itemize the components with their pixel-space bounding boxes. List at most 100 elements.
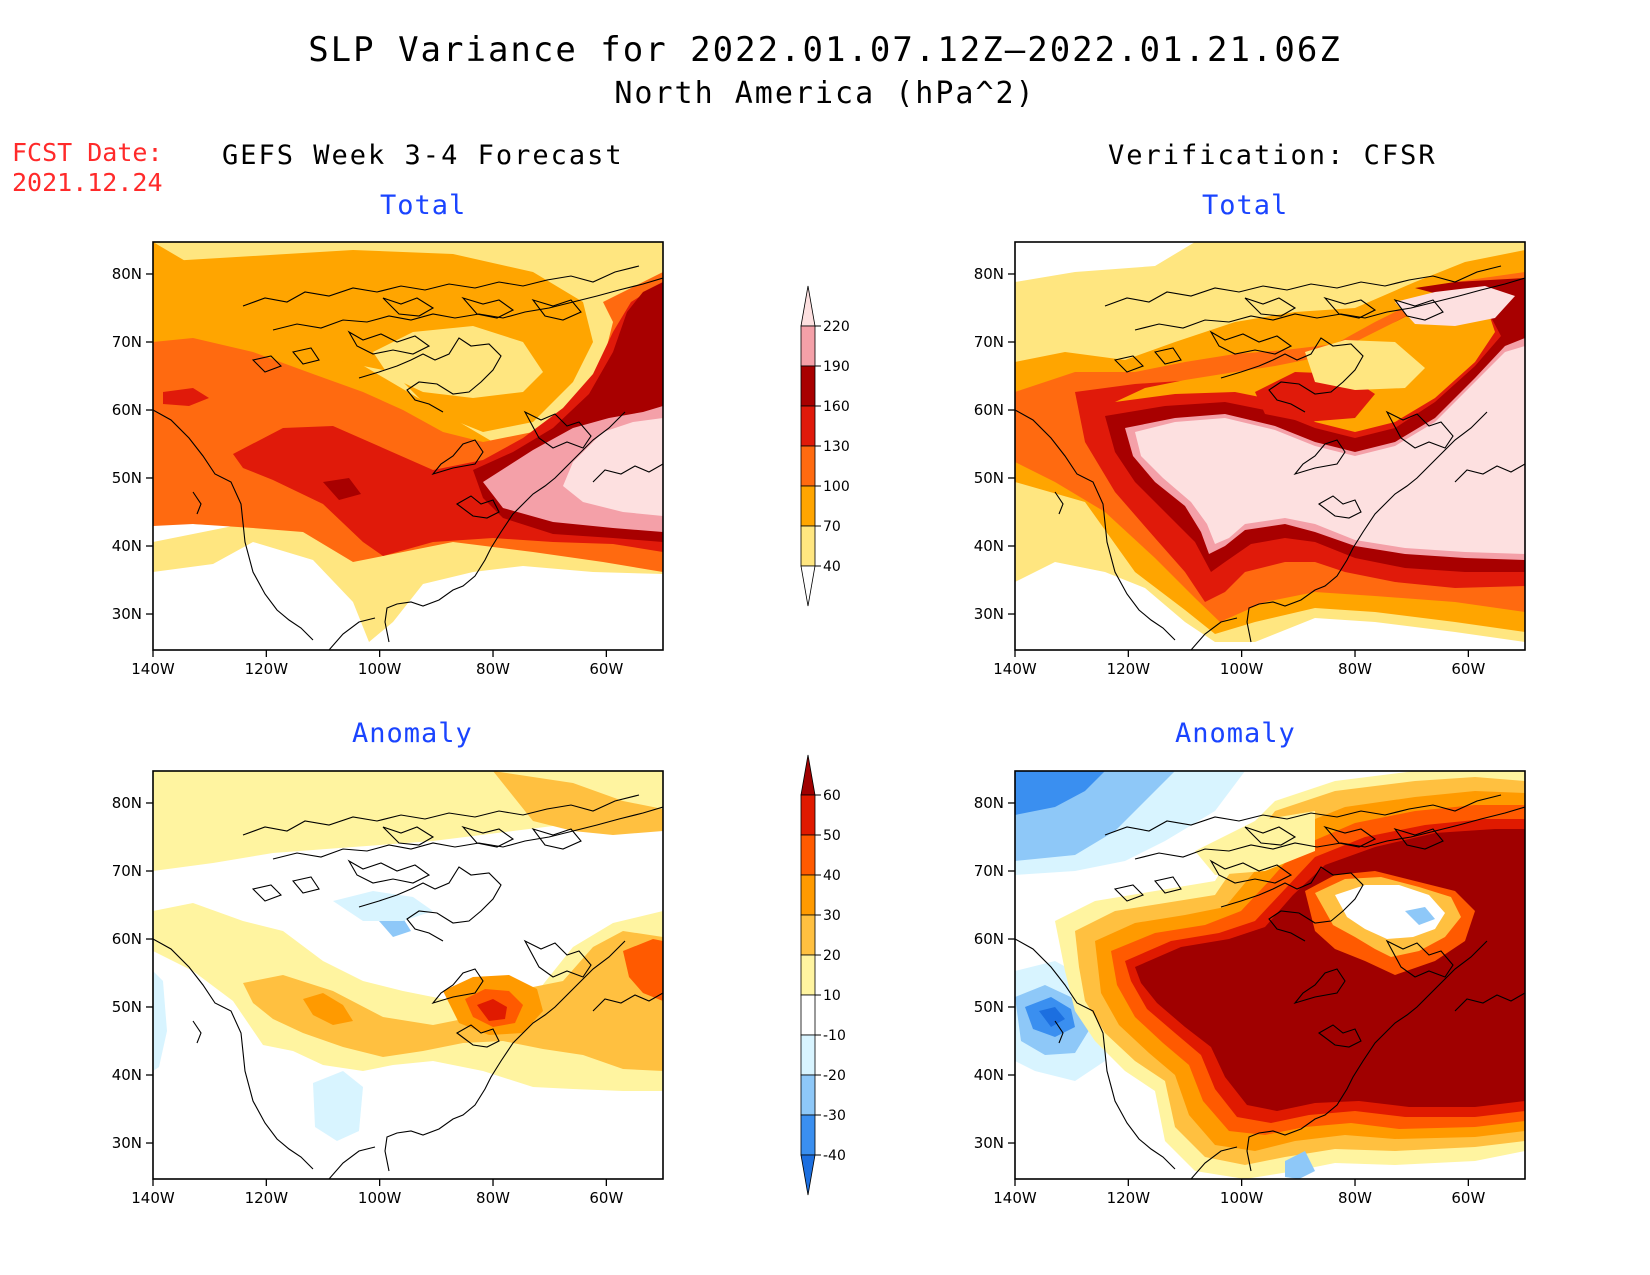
lat-tick-label: 80N bbox=[112, 265, 142, 283]
coastline-segment bbox=[1209, 330, 1293, 355]
coastline-fcst-anomaly bbox=[153, 794, 663, 1179]
lon-tick-label: 60W bbox=[1451, 1189, 1485, 1207]
coastline-segment bbox=[328, 1146, 376, 1179]
lon-tick-label: 140W bbox=[993, 1189, 1037, 1207]
coastline-segment bbox=[242, 794, 640, 836]
colorbar-cell bbox=[800, 405, 816, 447]
coastline-segment bbox=[523, 939, 592, 978]
coastline-segment bbox=[1153, 876, 1182, 894]
coastline-segment bbox=[456, 495, 500, 519]
coastline-segment bbox=[1454, 992, 1525, 1012]
coastline-segment bbox=[242, 265, 640, 307]
colorbar-cell bbox=[800, 754, 816, 796]
main-title: SLP Variance for 2022.01.07.12Z—2022.01.… bbox=[308, 30, 1342, 70]
colorbar-label: 220 bbox=[823, 319, 850, 335]
coastline-segment bbox=[192, 1020, 202, 1044]
lon-tick-label: 80W bbox=[1338, 660, 1372, 678]
coastline-segment bbox=[153, 409, 314, 641]
coastline-segment bbox=[382, 297, 435, 317]
coastline-segment bbox=[1015, 938, 1176, 1170]
coastline-segment bbox=[1385, 410, 1454, 449]
anomaly-colorbar: 60 50 40 30 20 10 -10 -20 -30 -40 bbox=[800, 754, 846, 1196]
coastline-segment bbox=[1113, 355, 1144, 373]
colorbar-cell bbox=[800, 325, 816, 367]
coastline-segment bbox=[153, 938, 314, 1170]
coastline-segment bbox=[461, 296, 515, 319]
coastline-segment bbox=[1318, 1024, 1362, 1048]
lon-tick-label: 100W bbox=[358, 1189, 402, 1207]
lat-tick-label: 80N bbox=[974, 794, 1004, 812]
lon-tick-label: 140W bbox=[131, 1189, 175, 1207]
lon-tick-label: 120W bbox=[245, 660, 289, 678]
colorbar-label: 60 bbox=[823, 788, 841, 804]
coastline-segment bbox=[531, 298, 582, 321]
coastline-segment bbox=[461, 825, 515, 848]
coastline-segment bbox=[251, 355, 282, 373]
coastline-segment bbox=[272, 806, 663, 860]
coastline-segment bbox=[1293, 439, 1346, 476]
colorbar-cell bbox=[800, 954, 816, 996]
colorbar-label: 50 bbox=[823, 828, 841, 844]
coastline-segment bbox=[382, 826, 435, 846]
panel-title-fcst-anomaly: Anomaly bbox=[352, 718, 473, 749]
lat-tick-label: 30N bbox=[974, 605, 1004, 623]
colorbar-label: -20 bbox=[823, 1068, 846, 1084]
coastline-segment bbox=[1134, 277, 1525, 331]
lat-tick-label: 30N bbox=[974, 1134, 1004, 1152]
coastline-segment bbox=[1323, 296, 1377, 319]
lat-tick-label: 40N bbox=[112, 1066, 142, 1084]
coastline-segment bbox=[531, 827, 582, 850]
colorbar-cell bbox=[800, 565, 816, 607]
colorbar-label: 30 bbox=[823, 908, 841, 924]
colorbar-cell bbox=[800, 1074, 816, 1116]
lon-tick-label: 120W bbox=[1107, 1189, 1151, 1207]
coastline-segment bbox=[358, 337, 502, 413]
coastline-segment bbox=[1220, 337, 1364, 413]
lon-tick-label: 80W bbox=[476, 660, 510, 678]
coastline-segment bbox=[1244, 826, 1297, 846]
coastline-segment bbox=[431, 968, 484, 1005]
lat-tick-label: 50N bbox=[112, 469, 142, 487]
coastline-segment bbox=[1104, 265, 1502, 307]
coastline-segment bbox=[347, 330, 431, 355]
panel-title-fcst-total: Total bbox=[380, 190, 467, 221]
coastline-segment bbox=[1244, 297, 1297, 317]
colorbar-cell bbox=[800, 834, 816, 876]
lon-tick-label: 100W bbox=[1220, 660, 1264, 678]
lon-tick-label: 60W bbox=[589, 1189, 623, 1207]
coastline-segment bbox=[328, 617, 376, 650]
coastline-segment bbox=[1054, 491, 1064, 515]
lon-tick-label: 120W bbox=[245, 1189, 289, 1207]
colorbar-label: -30 bbox=[823, 1108, 846, 1124]
lat-tick-label: 40N bbox=[974, 1066, 1004, 1084]
coastline-segment bbox=[1209, 859, 1293, 884]
coastline-segment bbox=[1323, 825, 1377, 848]
colorbar-cell bbox=[800, 285, 816, 327]
colorbar-cell bbox=[800, 794, 816, 836]
colorbar-cell bbox=[800, 1154, 816, 1196]
sub-title: North America (hPa^2) bbox=[614, 76, 1036, 111]
lat-tick-label: 70N bbox=[112, 862, 142, 880]
lat-tick-label: 80N bbox=[112, 794, 142, 812]
lat-tick-label: 80N bbox=[974, 265, 1004, 283]
coastline-segment bbox=[291, 347, 320, 365]
lat-tick-label: 50N bbox=[974, 998, 1004, 1016]
colorbar-cell bbox=[800, 365, 816, 407]
coastline-segment bbox=[1153, 347, 1182, 365]
coastline-segment bbox=[358, 866, 502, 942]
colorbar-label: 160 bbox=[823, 399, 850, 415]
lat-tick-label: 70N bbox=[112, 333, 142, 351]
lat-tick-label: 40N bbox=[112, 537, 142, 555]
lon-tick-label: 60W bbox=[589, 660, 623, 678]
colorbar-label: 130 bbox=[823, 439, 850, 455]
map-frame-cfsr-anomaly bbox=[1014, 770, 1526, 1180]
coastline-cfsr-total bbox=[1015, 265, 1525, 650]
panel-title-cfsr-anomaly: Anomaly bbox=[1175, 718, 1296, 749]
forecast-date-value: 2021.12.24 bbox=[12, 168, 163, 197]
lat-tick-label: 60N bbox=[974, 401, 1004, 419]
colorbar-label: 40 bbox=[823, 559, 841, 575]
total-colorbar: 220 190 160 130 100 70 40 bbox=[800, 285, 850, 607]
coastline-segment bbox=[592, 992, 663, 1012]
colorbar-cell bbox=[800, 445, 816, 487]
